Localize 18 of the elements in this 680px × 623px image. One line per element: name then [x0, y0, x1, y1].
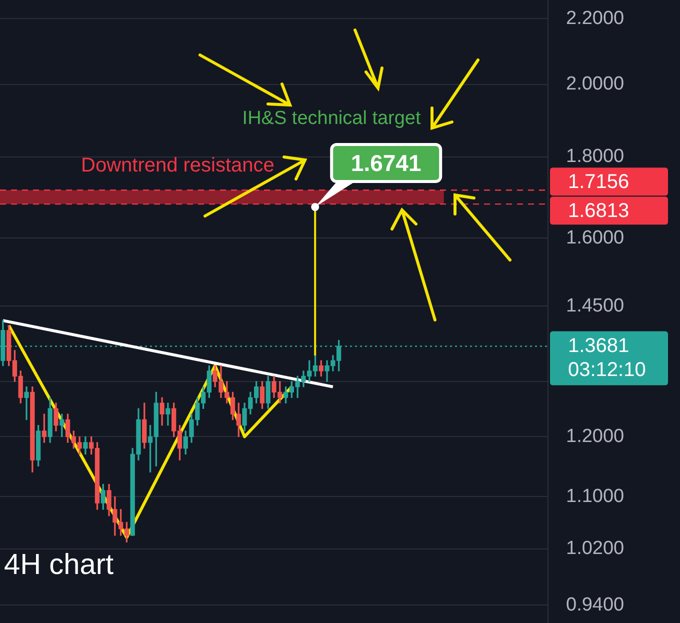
text: 03:12:10: [568, 358, 646, 381]
y-tick-label: 1.0200: [566, 538, 624, 560]
y-tick-label: 1.6000: [566, 227, 624, 248]
ref-line-label: 1.7156: [568, 171, 630, 194]
annotation: IH&S technical target: [242, 108, 422, 130]
y-tick-label: 2.0000: [566, 74, 624, 95]
candlestick: [24, 386, 29, 420]
y-tick-label: 0.9400: [566, 594, 624, 616]
ref-line-label: 1.3681: [568, 334, 630, 357]
y-tick-label: 2.2000: [566, 8, 624, 29]
annotation: 1.6741: [350, 150, 422, 176]
text: 4H chart: [4, 549, 114, 581]
band-label: Downtrend resistance: [81, 154, 274, 177]
y-tick-label: 1.1000: [566, 486, 624, 507]
ref-line-label: 1.6813: [568, 200, 630, 222]
y-tick-label: 1.4500: [566, 295, 624, 316]
y-tick-label: 1.8000: [566, 146, 624, 168]
y-tick-label: 1.2000: [566, 426, 624, 447]
